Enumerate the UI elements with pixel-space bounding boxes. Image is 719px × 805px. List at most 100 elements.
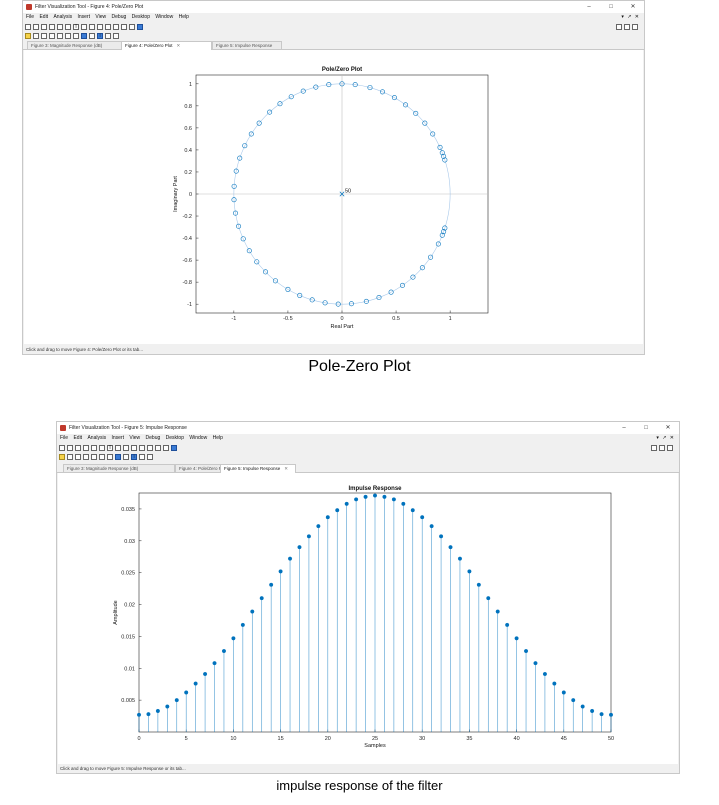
tab-impulse[interactable]: Figure 5: Impulse Response [212, 41, 282, 49]
text-icon[interactable]: T [107, 444, 113, 451]
new-file-icon[interactable] [25, 23, 31, 30]
pan-icon[interactable] [113, 23, 119, 30]
group-delay-icon[interactable] [49, 32, 55, 39]
coefficients-icon[interactable] [89, 32, 95, 39]
layout-icon[interactable] [616, 23, 622, 30]
menu-help[interactable]: Help [178, 14, 189, 20]
open-folder-icon[interactable] [33, 23, 39, 30]
zoom-out-icon[interactable] [139, 444, 145, 451]
dock-controls[interactable]: ▾ ↗ ✕ [621, 14, 640, 20]
legend-icon[interactable] [129, 23, 135, 30]
polezero-icon[interactable] [81, 32, 87, 39]
magnitude-icon[interactable] [59, 453, 65, 460]
mag-phase-icon[interactable] [75, 453, 81, 460]
close-button[interactable]: ✕ [665, 425, 671, 431]
menu-view[interactable]: View [129, 435, 141, 441]
pointer-icon[interactable] [91, 444, 97, 451]
arrow-icon[interactable] [115, 444, 121, 451]
step-icon[interactable] [73, 32, 79, 39]
tab-polezero[interactable]: Figure 4: Pole/Zero Plot ✕ [121, 41, 212, 50]
pole-zero-chart[interactable]: -1 -0.5 0 0.5 1 -1 -0.8 -0.6 -0.4 -0.2 0 0.2 0.4 0.6 0… [24, 50, 645, 344]
impulse-icon[interactable] [99, 453, 105, 460]
menu-analysis[interactable]: Analysis [87, 435, 107, 441]
grid-icon[interactable] [171, 444, 177, 451]
mag-phase-icon[interactable] [41, 32, 47, 39]
zoom-out-icon[interactable] [105, 23, 111, 30]
tab-magnitude[interactable]: Figure 3: Magnitude Response (dB) [27, 41, 127, 49]
layout-3-icon[interactable] [667, 444, 673, 451]
menu-debug[interactable]: Debug [145, 435, 161, 441]
tab-magnitude[interactable]: Figure 3: Magnitude Response (dB) [63, 464, 175, 472]
maximize-button[interactable]: □ [644, 425, 648, 431]
step-icon[interactable] [107, 453, 113, 460]
cost-icon[interactable] [139, 453, 145, 460]
menu-window[interactable]: Window [189, 435, 208, 441]
line-icon[interactable] [123, 444, 129, 451]
menu-debug[interactable]: Debug [111, 14, 127, 20]
menu-edit[interactable]: Edit [73, 435, 83, 441]
print-icon[interactable] [49, 23, 55, 30]
zoom-in-icon[interactable] [97, 23, 103, 30]
tab-impulse[interactable]: Figure 5: Impulse Response ✕ [220, 464, 296, 473]
phase-delay-icon[interactable] [57, 32, 63, 39]
dock-controls[interactable]: ▾ ↗ ✕ [656, 435, 675, 441]
coefficients-icon[interactable] [123, 453, 129, 460]
rectangle-icon[interactable] [99, 444, 105, 451]
maximize-button[interactable]: □ [609, 4, 613, 10]
arrow-icon[interactable] [81, 23, 87, 30]
info-icon[interactable]: i [97, 32, 103, 39]
new-file-icon[interactable] [59, 444, 65, 451]
phase-icon[interactable] [67, 453, 73, 460]
impulse-response-chart[interactable]: 0 5 10 15 20 25 30 35 40 45 50 0.005 0.01 0.015 0.02 0.… [58, 473, 680, 764]
minimize-button[interactable]: – [587, 4, 591, 10]
text-icon[interactable]: T [73, 23, 79, 30]
menu-analysis[interactable]: Analysis [53, 14, 73, 20]
settings-icon[interactable] [113, 32, 119, 39]
cost-icon[interactable] [105, 32, 111, 39]
menu-window[interactable]: Window [155, 14, 174, 20]
close-tab-icon[interactable]: ✕ [284, 466, 289, 471]
pz-title-bar[interactable]: Filter Visualization Tool - Figure 4: Po… [23, 1, 644, 13]
zoom-in-icon[interactable] [131, 444, 137, 451]
rectangle-icon[interactable] [65, 23, 71, 30]
close-tab-icon[interactable]: ✕ [176, 43, 181, 48]
impulse-icon[interactable] [65, 32, 71, 39]
save-icon[interactable] [75, 444, 81, 451]
menu-edit[interactable]: Edit [39, 14, 49, 20]
grid-icon[interactable] [137, 23, 143, 30]
data-cursor-icon[interactable] [155, 444, 161, 451]
menu-insert[interactable]: Insert [77, 14, 90, 20]
pan-icon[interactable] [147, 444, 153, 451]
layout-icon[interactable] [651, 444, 657, 451]
close-button[interactable]: ✕ [630, 4, 636, 10]
menu-file[interactable]: File [26, 14, 35, 20]
pointer-icon[interactable] [57, 23, 63, 30]
info-icon[interactable]: i [131, 453, 137, 460]
menu-file[interactable]: File [60, 435, 69, 441]
zero-marker [254, 259, 260, 265]
line-icon[interactable] [89, 23, 95, 30]
open-folder-icon[interactable] [67, 444, 73, 451]
phase-icon[interactable] [33, 32, 39, 39]
layout-2-icon[interactable] [659, 444, 665, 451]
layout-3-icon[interactable] [632, 23, 638, 30]
menu-desktop[interactable]: Desktop [165, 435, 184, 441]
stem-marker [609, 712, 614, 717]
menu-help[interactable]: Help [212, 435, 223, 441]
polezero-icon[interactable] [115, 453, 121, 460]
ir-title-bar[interactable]: Filter Visualization Tool - Figure 5: Im… [57, 422, 679, 434]
print-icon[interactable] [83, 444, 89, 451]
group-delay-icon[interactable] [83, 453, 89, 460]
minimize-button[interactable]: – [622, 425, 626, 431]
settings-icon[interactable] [147, 453, 153, 460]
magnitude-icon[interactable] [25, 32, 31, 39]
save-icon[interactable] [41, 23, 47, 30]
menu-desktop[interactable]: Desktop [131, 14, 150, 20]
phase-delay-icon[interactable] [91, 453, 97, 460]
data-cursor-icon[interactable] [121, 23, 127, 30]
layout-2-icon[interactable] [624, 23, 630, 30]
menu-insert[interactable]: Insert [111, 435, 124, 441]
menu-view[interactable]: View [95, 14, 107, 20]
stem-marker [590, 708, 595, 713]
legend-icon[interactable] [163, 444, 169, 451]
